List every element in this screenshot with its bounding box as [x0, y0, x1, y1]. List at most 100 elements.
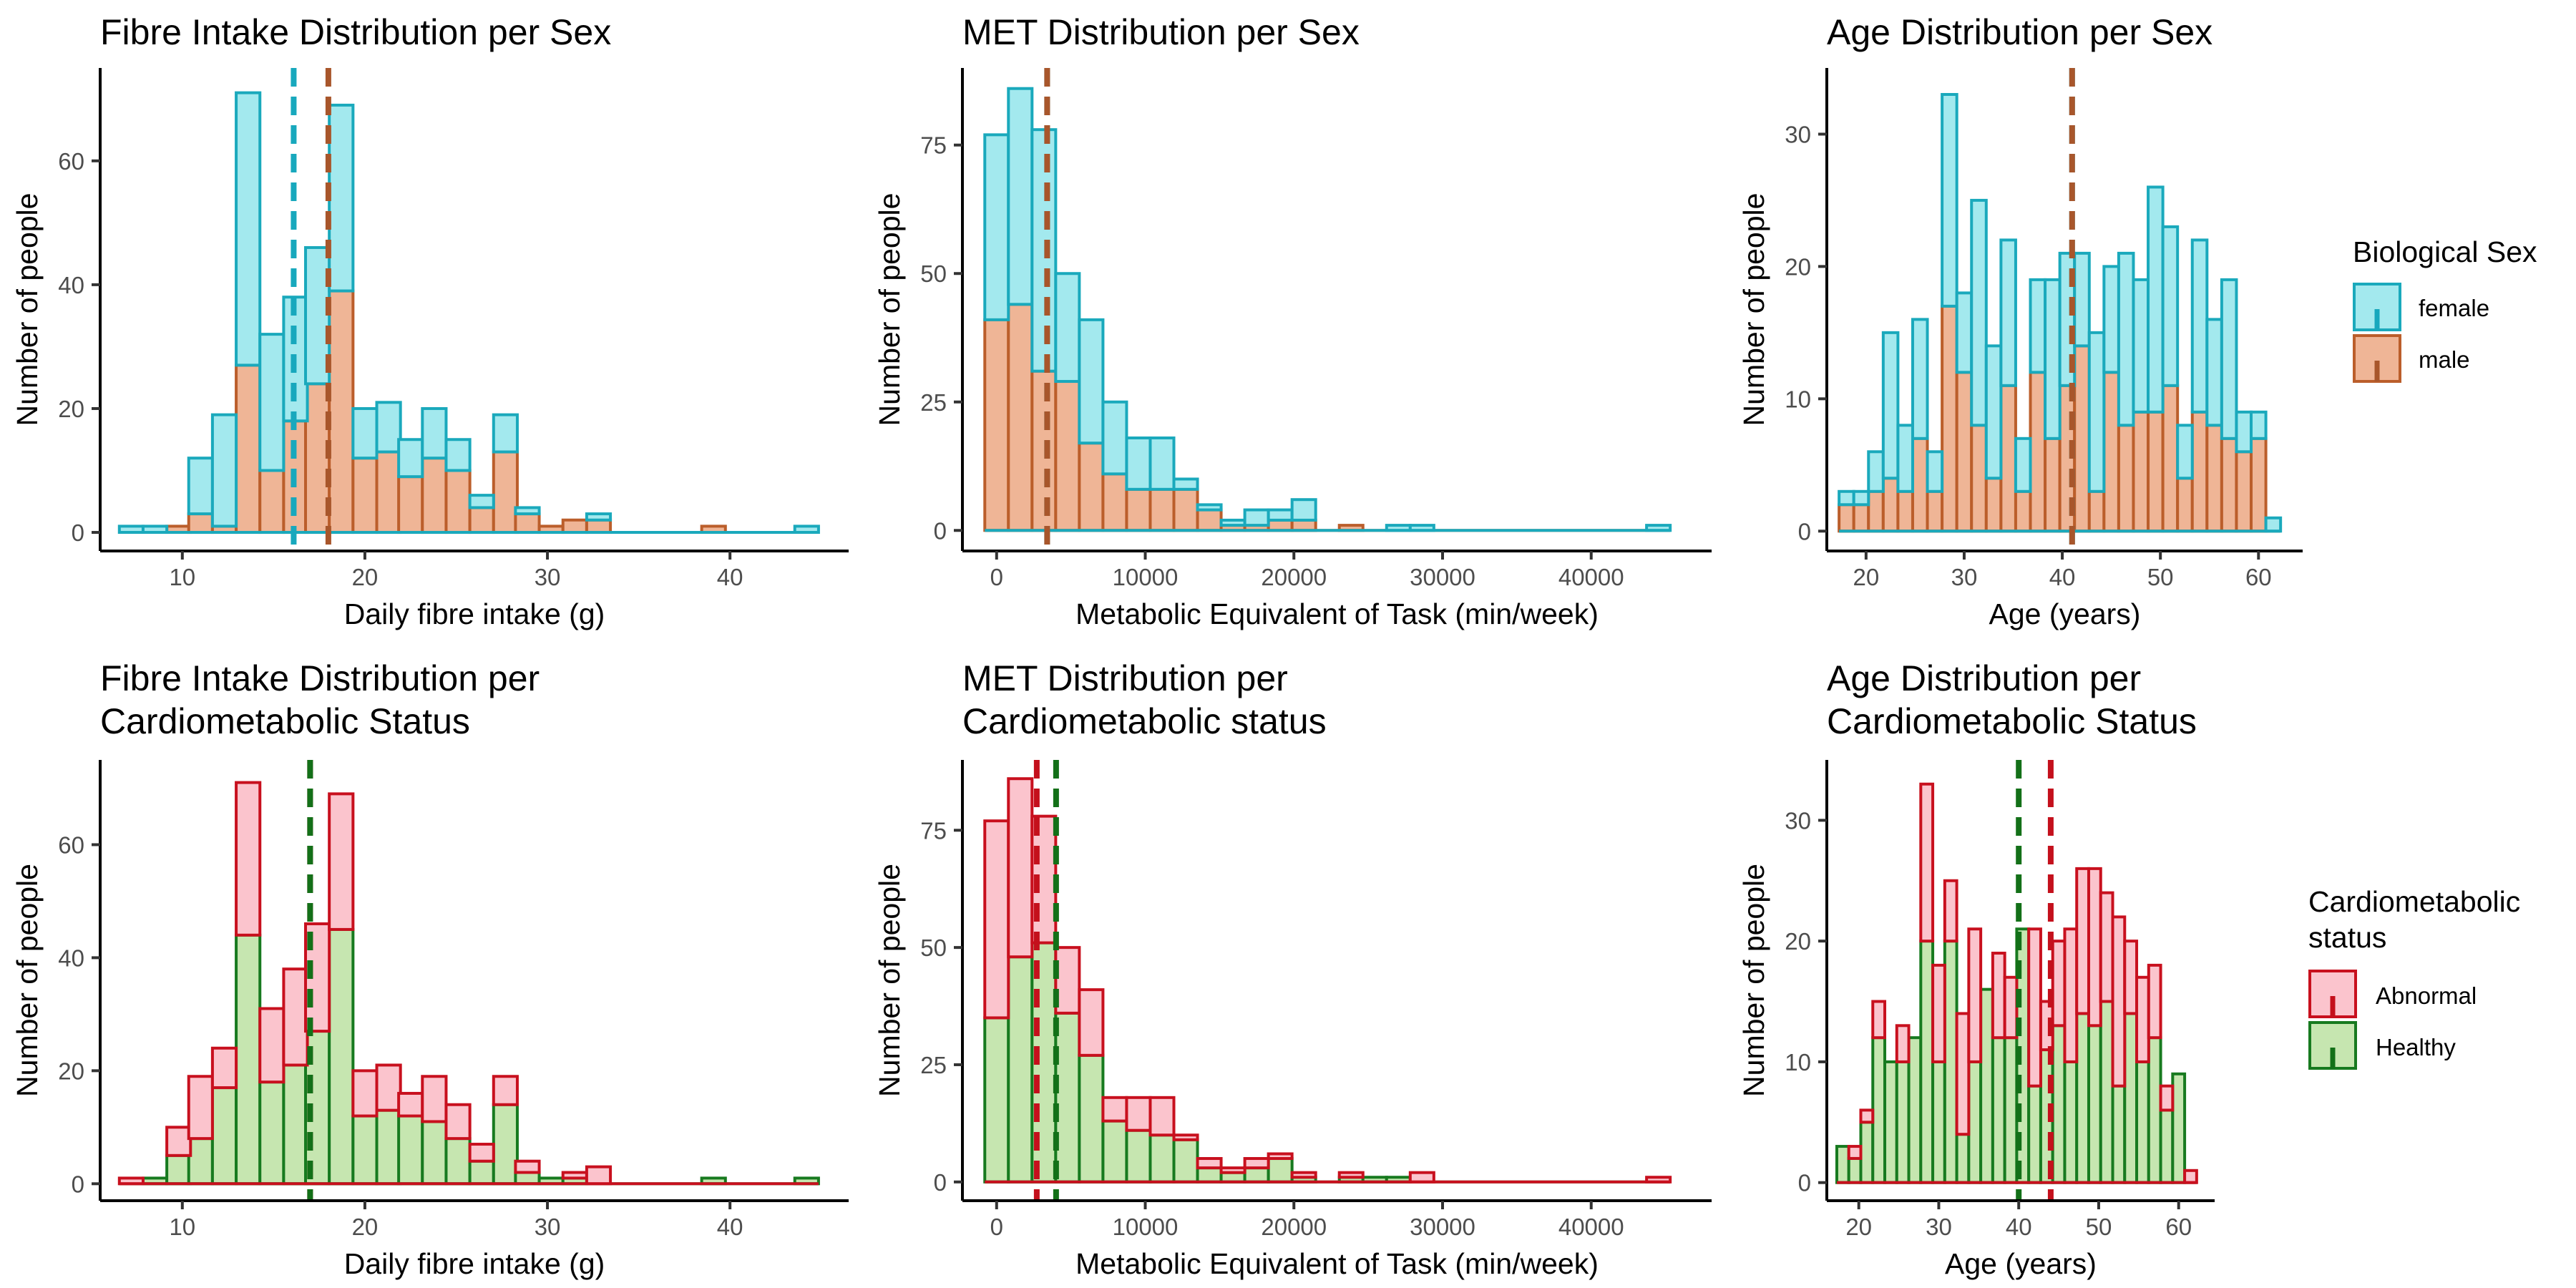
bar-healthy — [2003, 1036, 2019, 1184]
bar-abnormal — [2135, 975, 2150, 1063]
bar-abnormal — [210, 1046, 238, 1090]
bar-female — [351, 406, 379, 460]
bar-healthy — [1125, 1128, 1152, 1184]
bar-healthy — [2051, 1024, 2067, 1184]
bar-female — [2102, 265, 2120, 374]
series-male — [1838, 304, 2281, 533]
bar-male — [1867, 489, 1885, 533]
bar-male — [1125, 487, 1152, 532]
x-tick-label: 60 — [2165, 1214, 2192, 1240]
bar-female — [1290, 498, 1317, 522]
bar-healthy — [1883, 1060, 1898, 1184]
x-tick-label: 10 — [169, 1214, 195, 1240]
panel-title-fibre-sex: Fibre Intake Distribution per Sex — [100, 12, 611, 52]
bar-male — [1267, 518, 1294, 532]
bar-healthy — [2111, 1084, 2127, 1184]
x-tick-label: 50 — [2086, 1214, 2112, 1240]
bar-abnormal — [2027, 927, 2042, 1088]
bar-abnormal — [2111, 915, 2127, 1088]
bar-female — [585, 512, 613, 522]
bar-male — [2220, 436, 2238, 533]
y-tick-label: 60 — [58, 831, 84, 858]
panel-fibre-sex: 10 20 30 40 0 20 40 60 Daily fibre intake (g) Num… — [11, 68, 849, 630]
bar-abnormal — [258, 1007, 286, 1084]
title-line: Fibre Intake Distribution per — [100, 658, 540, 698]
bar-abnormal — [1290, 1171, 1317, 1179]
bar-healthy — [1943, 940, 1958, 1184]
bar-male — [375, 450, 402, 535]
legend-label-healthy: Healthy — [2376, 1034, 2456, 1060]
y-tick-label: 40 — [58, 945, 84, 971]
legend-cardio-title-line2: status — [2308, 921, 2386, 954]
bar-female — [1007, 87, 1034, 306]
y-axis-label: Number of people — [11, 193, 44, 426]
bar-healthy — [351, 1114, 379, 1186]
bar-healthy — [492, 1103, 519, 1186]
bar-abnormal — [375, 1063, 402, 1112]
bar-female — [1881, 331, 1900, 480]
bar-abnormal — [2183, 1169, 2198, 1184]
bar-female — [258, 333, 286, 472]
bar-abnormal — [1219, 1166, 1246, 1174]
bar-female — [492, 413, 519, 454]
bar-healthy — [375, 1108, 402, 1186]
bar-female — [1125, 436, 1152, 491]
bar-male — [2190, 410, 2209, 533]
bar-abnormal — [1859, 1108, 1875, 1124]
bar-healthy — [1172, 1138, 1199, 1184]
y-axis-label: Number of people — [1737, 193, 1770, 426]
bar-abnormal — [2159, 1084, 2175, 1112]
bar-female — [2087, 331, 2106, 493]
panel-age-sex: 20 30 40 50 60 0 10 20 30 Age (years) Number of pe… — [1737, 68, 2303, 630]
y-tick-label: 50 — [920, 935, 947, 961]
x-axis-label: Age (years) — [1989, 597, 2141, 630]
bar-abnormal — [2003, 975, 2019, 1040]
bar-abnormal — [1895, 1024, 1911, 1063]
y-axis-label: Number of people — [1737, 864, 1770, 1097]
bar-female — [1867, 450, 1885, 493]
bar-abnormal — [585, 1165, 613, 1186]
title-line: Cardiometabolic Status — [1827, 701, 2197, 741]
bar-female — [1911, 318, 1929, 440]
x-tick-label: 50 — [2147, 564, 2174, 590]
bar-abnormal — [2147, 963, 2162, 1040]
x-tick-label: 20 — [1845, 1214, 1872, 1240]
bar-female — [421, 406, 448, 460]
bar-healthy — [1267, 1157, 1294, 1184]
bar-abnormal — [1148, 1096, 1176, 1137]
bar-female — [2044, 278, 2062, 440]
y-tick-label: 60 — [58, 148, 84, 175]
bar-abnormal — [1078, 988, 1105, 1057]
x-tick-label: 30 — [1951, 564, 1978, 590]
bar-female — [1267, 508, 1294, 522]
y-tick-label: 20 — [58, 1058, 84, 1084]
bar-female — [2220, 278, 2238, 440]
x-tick-label: 30 — [1926, 1214, 1952, 1240]
bar-male — [2161, 384, 2180, 533]
bar-healthy — [328, 927, 355, 1186]
y-tick-label: 20 — [58, 396, 84, 422]
y-tick-label: 75 — [920, 132, 947, 159]
y-tick-label: 30 — [1785, 807, 1811, 834]
bar-abnormal — [1991, 952, 2006, 1040]
bar-abnormal — [1847, 1145, 1863, 1160]
panel-title-met-sex: MET Distribution per Sex — [962, 12, 1360, 52]
y-tick-label: 0 — [72, 1171, 84, 1197]
bar-male — [1911, 436, 1929, 533]
bar-healthy — [468, 1159, 495, 1186]
bar-healthy — [1196, 1166, 1223, 1184]
bar-female — [468, 494, 495, 509]
bar-female — [210, 413, 238, 528]
bar-healthy — [1243, 1166, 1270, 1184]
bar-healthy — [1148, 1133, 1176, 1184]
x-axis-label: Metabolic Equivalent of Task (min/week) — [1075, 1247, 1599, 1280]
panel-title-met-cardio: MET Distribution per Cardiometabolic stat… — [962, 658, 1327, 741]
bar-female — [2014, 436, 2032, 493]
bar-female — [187, 457, 214, 516]
bar-male — [1955, 371, 1974, 533]
x-axis-label: Metabolic Equivalent of Task (min/week) — [1075, 597, 1599, 630]
series-abnormal — [1836, 782, 2198, 1184]
x-tick-label: 20 — [352, 1214, 379, 1240]
bar-male — [2250, 436, 2268, 533]
x-tick-label: 30 — [535, 564, 561, 590]
